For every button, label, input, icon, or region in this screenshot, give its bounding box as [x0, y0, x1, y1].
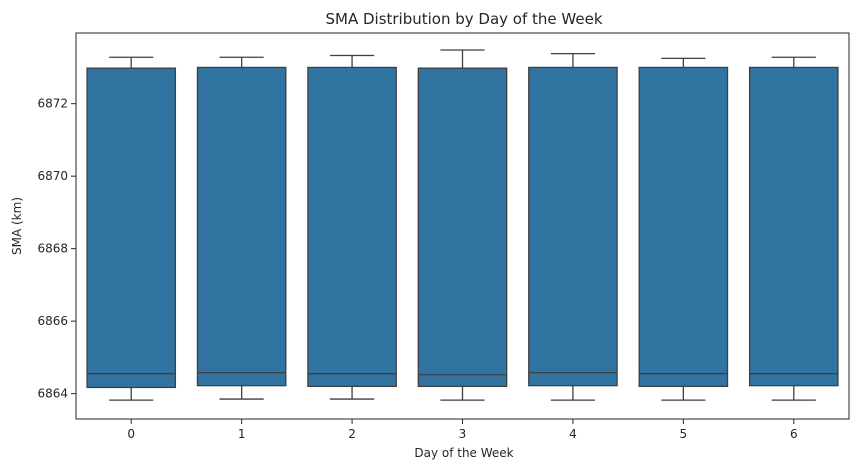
iqr-box	[417, 67, 508, 388]
x-tick-label: 0	[127, 427, 135, 441]
x-axis-label: Day of the Week	[414, 446, 513, 460]
iqr-box	[638, 66, 729, 388]
box-group-day-5	[638, 57, 729, 401]
box-group-day-4	[528, 53, 618, 401]
y-tick-label: 6866	[37, 314, 68, 328]
x-tick-label: 5	[680, 427, 688, 441]
box-group-day-0	[86, 56, 177, 401]
iqr-box	[528, 66, 618, 387]
box-group-day-6	[748, 56, 839, 401]
box-group-day-2	[307, 54, 397, 400]
iqr-box	[307, 66, 397, 388]
plot-area: 0 1 2 3 4 5 6 6864 6866 6868 6870 6872	[37, 32, 850, 441]
x-tick-label: 1	[238, 427, 246, 441]
box-group-day-3	[417, 49, 508, 401]
x-tick-label: 2	[348, 427, 356, 441]
y-tick-label: 6870	[37, 169, 68, 183]
x-tick-label: 4	[569, 427, 577, 441]
y-tick-label: 6872	[37, 97, 68, 111]
y-tick-label: 6868	[37, 242, 68, 256]
iqr-box	[86, 67, 177, 389]
plot-frame	[75, 32, 850, 420]
y-axis-label: SMA (km)	[10, 197, 24, 255]
iqr-box	[196, 66, 287, 387]
box-group-day-1	[196, 56, 287, 400]
iqr-box	[748, 66, 839, 387]
x-tick-label: 3	[459, 427, 467, 441]
chart-title: SMA Distribution by Day of the Week	[325, 10, 602, 28]
y-tick-label: 6864	[37, 387, 68, 401]
x-tick-label: 6	[790, 427, 798, 441]
